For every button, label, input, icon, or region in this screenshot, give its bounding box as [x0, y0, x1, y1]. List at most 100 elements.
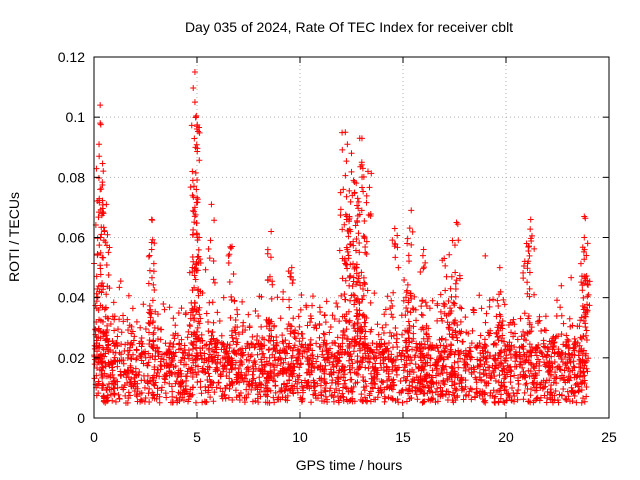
data-point: [146, 385, 153, 392]
data-point: [104, 326, 111, 333]
data-point: [287, 270, 294, 277]
data-point: [237, 357, 244, 364]
data-point: [189, 384, 196, 391]
data-point: [268, 295, 275, 302]
data-point: [579, 303, 586, 310]
data-point: [130, 337, 137, 344]
data-point: [162, 390, 169, 397]
data-point: [94, 235, 101, 242]
data-point: [247, 353, 254, 360]
data-point: [357, 282, 364, 289]
data-point: [388, 395, 395, 402]
data-point: [265, 347, 272, 354]
data-point: [321, 370, 328, 377]
data-point: [99, 318, 106, 325]
data-point: [440, 348, 447, 355]
data-point: [116, 357, 123, 364]
data-point: [543, 377, 550, 384]
data-point: [562, 354, 569, 361]
data-point: [583, 365, 590, 372]
data-point: [206, 299, 213, 306]
data-point: [296, 372, 303, 379]
data-point: [527, 216, 534, 223]
data-point: [337, 189, 344, 196]
data-point: [358, 323, 365, 330]
data-point: [520, 262, 527, 269]
data-point: [556, 391, 563, 398]
data-point: [211, 279, 218, 286]
data-point: [191, 299, 198, 306]
data-point: [385, 394, 392, 401]
data-point: [270, 337, 277, 344]
data-point: [351, 398, 358, 405]
data-point: [329, 312, 336, 319]
data-point: [201, 369, 208, 376]
data-point: [286, 296, 293, 303]
data-point: [510, 389, 517, 396]
data-point: [109, 360, 116, 367]
data-point: [306, 385, 313, 392]
data-point: [406, 325, 413, 332]
data-point: [366, 184, 373, 191]
data-point: [335, 343, 342, 350]
data-point: [306, 371, 313, 378]
data-point: [407, 360, 414, 367]
data-point: [488, 375, 495, 382]
y-tick-label: 0: [77, 410, 85, 426]
data-point: [246, 383, 253, 390]
data-point: [114, 363, 121, 370]
data-point: [344, 227, 351, 234]
data-point: [343, 311, 350, 318]
data-point: [96, 344, 103, 351]
data-point: [157, 336, 164, 343]
data-point: [225, 394, 232, 401]
data-point: [334, 393, 341, 400]
data-point: [462, 314, 469, 321]
data-point: [341, 371, 348, 378]
data-point: [233, 374, 240, 381]
data-point: [140, 360, 147, 367]
data-point: [521, 310, 528, 317]
data-point: [363, 192, 370, 199]
data-point: [131, 374, 138, 381]
data-point: [145, 253, 152, 260]
data-point: [142, 325, 149, 332]
data-point: [226, 382, 233, 389]
data-point: [404, 281, 411, 288]
data-point: [462, 367, 469, 374]
data-point: [183, 377, 190, 384]
data-point: [380, 360, 387, 367]
data-point: [264, 246, 271, 253]
data-point: [150, 260, 157, 267]
data-point: [457, 304, 464, 311]
data-point: [437, 388, 444, 395]
data-point: [205, 245, 212, 252]
data-point: [196, 234, 203, 241]
data-point: [287, 330, 294, 337]
data-point: [286, 304, 293, 311]
y-tick-label: 0.08: [58, 169, 85, 185]
data-point: [99, 363, 106, 370]
data-point: [194, 353, 201, 360]
data-point: [354, 219, 361, 226]
data-point: [583, 358, 590, 365]
data-point: [287, 387, 294, 394]
data-point: [261, 354, 268, 361]
data-point: [480, 345, 487, 352]
data-point: [508, 329, 515, 336]
data-point: [99, 181, 106, 188]
data-point: [249, 376, 256, 383]
data-point: [343, 336, 350, 343]
data-point: [347, 351, 354, 358]
data-point: [362, 319, 369, 326]
data-point: [94, 293, 101, 300]
data-point: [553, 380, 560, 387]
data-point: [234, 306, 241, 313]
data-point: [272, 382, 279, 389]
data-point: [453, 219, 460, 226]
data-point: [499, 318, 506, 325]
data-point: [256, 374, 263, 381]
data-point: [99, 208, 106, 215]
data-point: [351, 297, 358, 304]
data-point: [449, 397, 456, 404]
